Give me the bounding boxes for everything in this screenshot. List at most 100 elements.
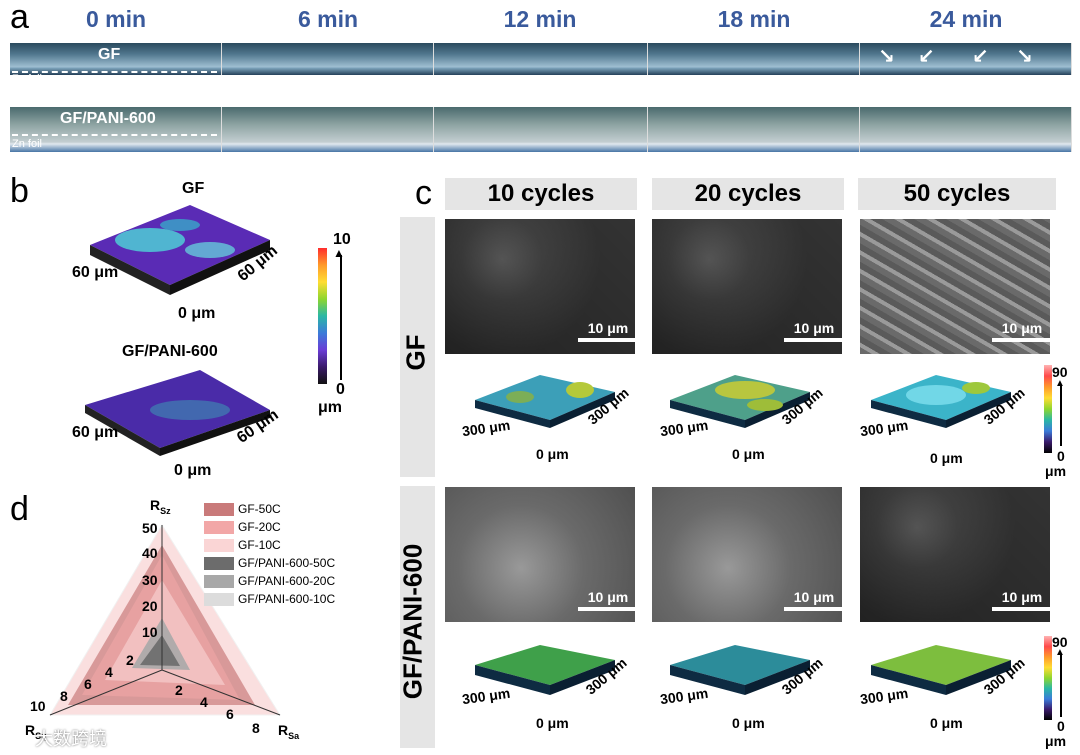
sem-gf-50 <box>860 219 1050 354</box>
colorbar-min: 0 <box>336 381 345 398</box>
scale-bar: 10 μm <box>578 320 638 342</box>
colorbar <box>318 248 327 384</box>
scale-bar: 10 μm <box>578 589 638 611</box>
panel-b-letter: b <box>10 172 29 210</box>
axis-label: 0 μm <box>732 715 765 731</box>
zn-foil-label-2: Zn foil <box>12 138 42 150</box>
colorbar-max: 10 <box>333 231 351 248</box>
panel-b-bottom-title: GF/PANI-600 <box>122 343 218 360</box>
surface-3d-gf-10 <box>475 375 615 428</box>
legend-swatch <box>204 502 234 516</box>
sem-pani-20 <box>652 487 842 622</box>
axis-right-label: RSa <box>278 722 300 741</box>
surface-3d-gf-20 <box>670 375 810 428</box>
tick-right-8: 8 <box>252 720 260 736</box>
panel-c-letter: c <box>415 174 432 212</box>
time-label-24: 24 min <box>929 6 1003 32</box>
tick-left-8: 8 <box>60 688 68 704</box>
tick-right-4: 4 <box>200 694 208 710</box>
header-20-cycles: 20 cycles <box>652 178 844 210</box>
axis-label: 0 μm <box>536 715 569 731</box>
colorbar-c-unit: μm <box>1045 733 1067 749</box>
arrow-icon: ↙ <box>918 46 935 68</box>
axis-label: 0 μm <box>732 446 765 462</box>
micrograph-gf-0 <box>10 43 222 75</box>
panel-a-letter: a <box>10 0 29 36</box>
micrograph-gf-12 <box>434 43 648 75</box>
row-label-gf-pani: GF/PANI-600 <box>397 486 435 748</box>
colorbar-arrow-icon: ▲ <box>1055 647 1065 658</box>
legend-swatch <box>204 538 234 552</box>
legend-swatch <box>204 592 234 606</box>
colorbar-arrow-line <box>1060 386 1062 446</box>
colorbar-c-top <box>1044 365 1052 453</box>
axis-label: 60 μm <box>72 424 119 441</box>
row2-label: GF/PANI-600 <box>60 110 156 127</box>
arrow-icon: ↘ <box>1016 46 1033 68</box>
micrograph-gf-24 <box>860 43 1072 75</box>
colorbar-c-bottom <box>1044 636 1052 720</box>
row1-label: GF <box>98 46 121 63</box>
header-10-cycles: 10 cycles <box>445 178 637 210</box>
legend-item: GF-20C <box>204 520 281 534</box>
micrograph-pani-12 <box>434 107 648 152</box>
colorbar-arrow-line <box>1060 655 1062 717</box>
axis-top-label: RSz <box>150 497 171 516</box>
zn-foil-label-1: Zn foil <box>12 73 42 85</box>
axis-label: 0 μm <box>930 715 963 731</box>
colorbar-c-max: 90 <box>1052 634 1068 650</box>
micrograph-pani-0 <box>10 107 222 152</box>
tick-top-40: 40 <box>142 545 158 561</box>
colorbar-arrow-icon: ▲ <box>1055 378 1065 389</box>
axis-left-label: RSq <box>25 722 47 741</box>
dashed-line <box>12 71 217 73</box>
radar-chart <box>49 524 281 716</box>
colorbar-c-min: 0 <box>1057 448 1065 464</box>
legend-swatch <box>204 574 234 588</box>
tick-left-2: 2 <box>126 652 134 668</box>
legend-item: GF-50C <box>204 502 281 516</box>
tick-top-20: 20 <box>142 598 158 614</box>
arrow-icon: ↙ <box>972 46 989 68</box>
colorbar-arrow-icon: ▲ <box>333 246 345 260</box>
surface-3d-pani-20 <box>670 645 810 695</box>
legend-item: GF/PANI-600-50C <box>204 556 335 570</box>
surface-3d-pani-50 <box>871 645 1011 695</box>
colorbar-c-unit: μm <box>1045 463 1067 479</box>
legend-item: GF/PANI-600-10C <box>204 592 335 606</box>
scale-bar: 10 μm <box>992 589 1052 611</box>
axis-label: 0 μm <box>930 450 963 466</box>
colorbar-unit: μm <box>318 399 343 416</box>
micrograph-pani-18 <box>648 107 860 152</box>
colorbar-arrow-line <box>340 255 342 380</box>
watermark: 大数跨境 <box>35 729 107 749</box>
micrograph-pani-6 <box>222 107 434 152</box>
tick-right-2: 2 <box>175 682 183 698</box>
sem-pani-50 <box>860 487 1050 622</box>
micrograph-gf-18 <box>648 43 860 75</box>
legend-item: GF/PANI-600-20C <box>204 574 335 588</box>
scale-bar: 10 μm <box>784 589 844 611</box>
micrograph-pani-24 <box>860 107 1072 152</box>
tick-left-4: 4 <box>105 664 113 680</box>
time-label-12: 12 min <box>503 6 577 32</box>
legend-item: GF-10C <box>204 538 281 552</box>
time-label-0: 0 min <box>85 6 147 32</box>
colorbar-c-max: 90 <box>1052 364 1068 380</box>
tick-top-50: 50 <box>142 520 158 536</box>
panel-d-letter: d <box>10 490 29 528</box>
scale-bar: 10 μm <box>784 320 844 342</box>
sem-pani-10 <box>445 487 635 622</box>
tick-right-6: 6 <box>226 706 234 722</box>
sem-gf-20 <box>652 219 842 354</box>
dashed-line <box>12 134 217 136</box>
sem-gf-10 <box>445 219 635 354</box>
tick-left-6: 6 <box>84 676 92 692</box>
micrograph-gf-6 <box>222 43 434 75</box>
axis-label: 0 μm <box>178 305 216 322</box>
tick-left-10: 10 <box>30 698 46 714</box>
row-label-gf: GF <box>400 217 435 477</box>
scale-bar: 10 μm <box>992 320 1052 342</box>
legend-swatch <box>204 520 234 534</box>
axis-label: 300 μm <box>461 416 512 440</box>
